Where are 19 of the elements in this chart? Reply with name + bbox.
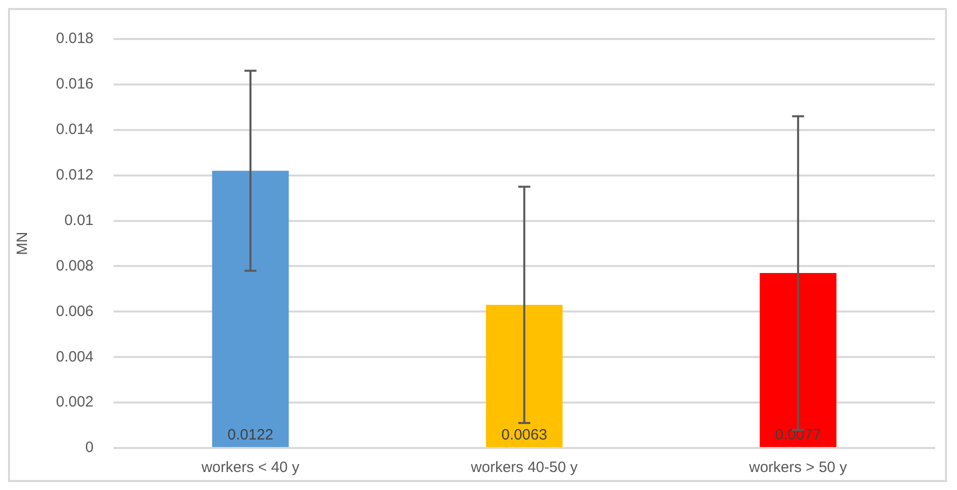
x-tick-label: workers 40-50 y <box>470 459 578 476</box>
y-tick-label: 0.008 <box>56 257 94 274</box>
y-tick-label: 0.014 <box>56 121 94 138</box>
x-tick-label: workers < 40 y <box>200 459 300 476</box>
bar <box>760 273 836 447</box>
y-tick-label: 0.018 <box>56 30 94 48</box>
y-tick-label: 0.01 <box>64 212 94 229</box>
y-tick-label: 0.002 <box>56 394 94 411</box>
data-label: 0.0122 <box>228 426 274 444</box>
y-tick-label: 0.012 <box>56 166 94 184</box>
y-axis-title: MN <box>14 232 32 256</box>
bar <box>486 304 563 447</box>
bar <box>212 170 289 447</box>
y-tick-label: 0.016 <box>56 76 94 93</box>
x-tick-label: workers > 50 y <box>748 459 848 476</box>
y-tick-label: 0.006 <box>56 302 94 320</box>
y-tick-label: 0.004 <box>56 348 94 366</box>
data-label: 0.0063 <box>501 426 548 444</box>
y-tick-label: 0 <box>85 439 94 456</box>
